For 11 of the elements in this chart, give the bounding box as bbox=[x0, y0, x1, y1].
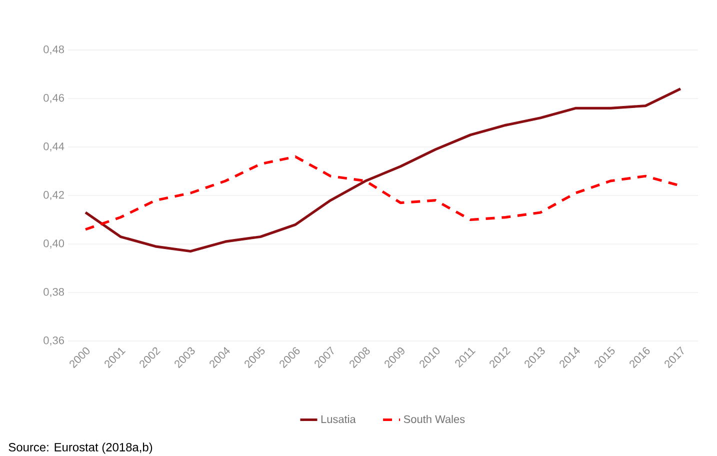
y-tick-label: 0,46 bbox=[44, 94, 64, 104]
y-tick-label: 0,44 bbox=[44, 142, 64, 152]
y-tick-label: 0,40 bbox=[44, 239, 64, 249]
y-tick-label: 0,42 bbox=[44, 190, 64, 200]
legend-label: Lusatia bbox=[321, 415, 356, 424]
line-series bbox=[84, 88, 682, 253]
y-tick-label: 0,48 bbox=[44, 45, 64, 55]
y-tick-label: 0,36 bbox=[44, 336, 64, 346]
source-note: Source: Eurostat (2018a,b) bbox=[8, 442, 152, 454]
y-tick-label: 0,38 bbox=[44, 288, 64, 298]
legend-label: South Wales bbox=[404, 415, 465, 424]
